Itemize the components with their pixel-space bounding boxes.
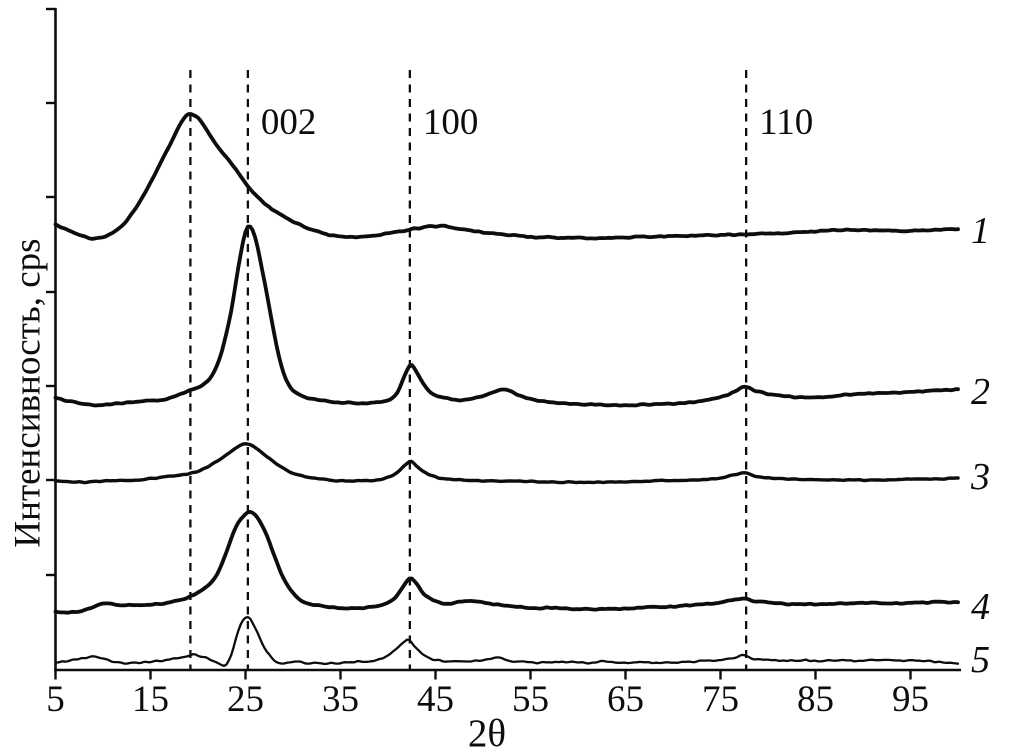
x-tick-label: 25 xyxy=(227,679,264,720)
reference-peak-label: 110 xyxy=(759,102,813,143)
x-tick-label: 15 xyxy=(132,679,169,720)
curve-number-label: 3 xyxy=(970,456,990,498)
curve-number-label: 5 xyxy=(971,639,990,681)
x-tick-label: 85 xyxy=(797,679,834,720)
curve-number-label: 4 xyxy=(971,586,990,628)
x-tick-label: 55 xyxy=(512,679,549,720)
diffraction-curve-3 xyxy=(53,442,960,485)
x-tick-label: 95 xyxy=(892,679,929,720)
x-tick-label: 65 xyxy=(607,679,644,720)
x-tick-label: 45 xyxy=(417,679,454,720)
curve-number-label: 2 xyxy=(971,371,990,413)
x-axis-title: 2θ xyxy=(467,712,507,755)
reference-peak-label: 100 xyxy=(423,102,479,143)
reference-peak-label: 002 xyxy=(261,102,317,143)
curve-number-label: 1 xyxy=(971,210,990,252)
diffraction-curve-1 xyxy=(53,112,960,241)
diffraction-curve-4 xyxy=(53,510,960,615)
x-tick-label: 5 xyxy=(46,679,65,720)
diffraction-curve-5 xyxy=(54,615,960,668)
x-tick-label: 35 xyxy=(322,679,359,720)
diffraction-curve-2 xyxy=(53,224,960,408)
x-tick-label: 75 xyxy=(702,679,739,720)
y-axis-title: Интенсивность, cps xyxy=(7,238,49,548)
